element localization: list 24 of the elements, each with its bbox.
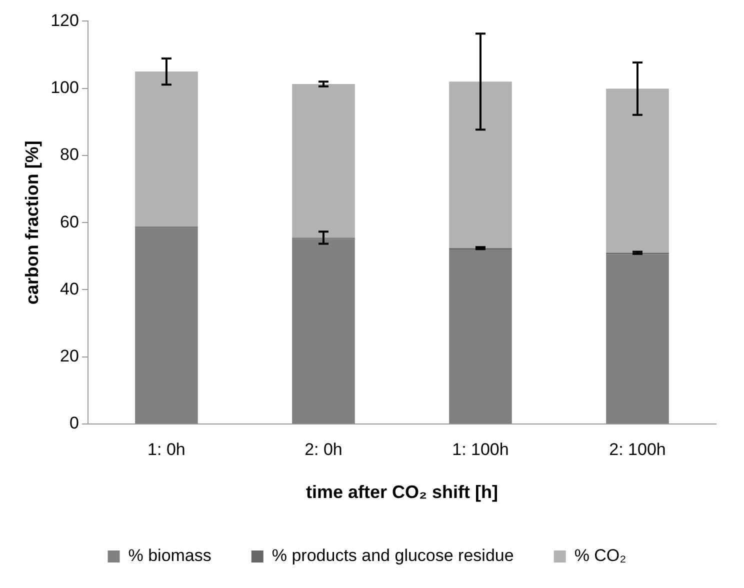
x-axis-title: time after CO₂ shift [h]	[306, 482, 498, 502]
y-tick-label: 80	[60, 145, 79, 164]
bar	[292, 238, 355, 424]
y-tick-label: 20	[60, 346, 79, 366]
x-tick-label: 1: 100h	[452, 440, 509, 459]
y-tick-label: 60	[60, 212, 79, 232]
bar	[292, 84, 355, 238]
legend-label: % CO₂	[574, 546, 626, 566]
bar	[606, 254, 669, 424]
bar	[135, 72, 198, 227]
legend-label: % products and glucose residue	[272, 546, 514, 566]
y-tick-label: 40	[60, 279, 79, 298]
x-tick-label: 2: 0h	[304, 440, 342, 459]
legend-label: % biomass	[128, 546, 212, 566]
bar	[135, 228, 198, 424]
y-tick-label: 0	[69, 414, 79, 433]
bar	[449, 249, 512, 424]
y-tick-label: 100	[50, 78, 79, 98]
y-axis-title: carbon fraction [%]	[22, 140, 42, 305]
x-tick-label: 1: 0h	[148, 440, 186, 459]
x-tick-label: 2: 100h	[609, 440, 666, 459]
bar	[449, 82, 512, 248]
bar	[606, 88, 669, 253]
y-tick-label: 120	[50, 10, 79, 30]
